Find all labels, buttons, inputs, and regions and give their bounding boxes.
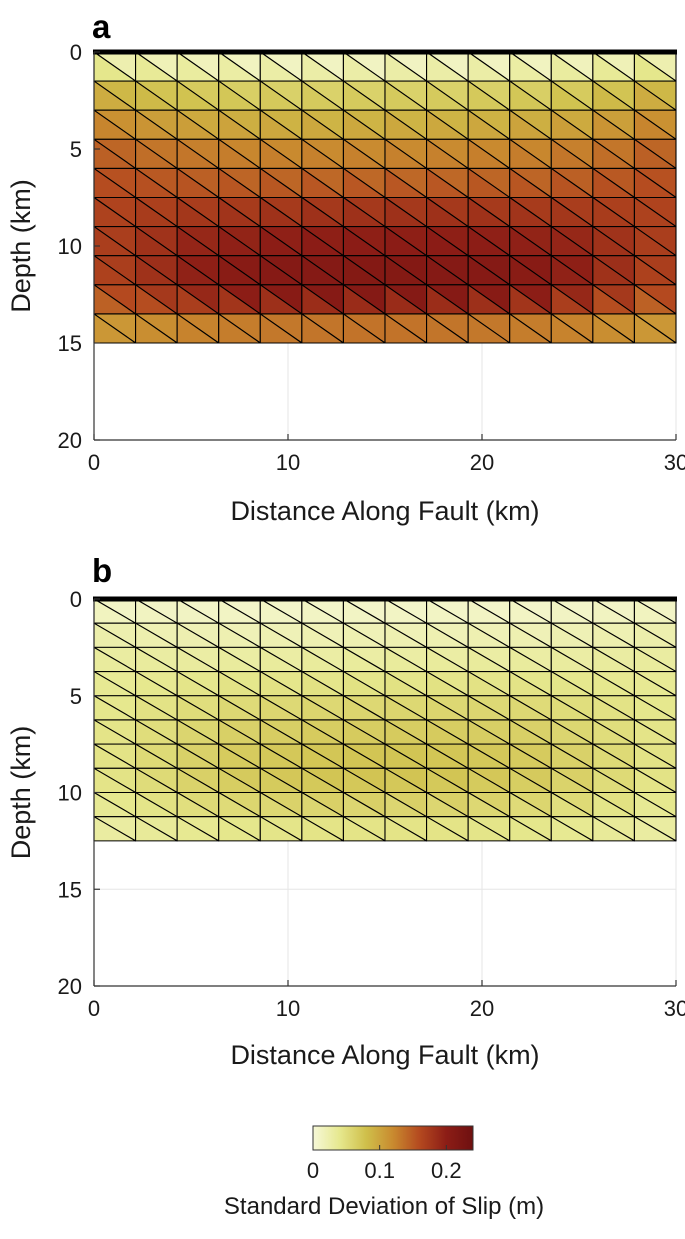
panel-label: b bbox=[92, 552, 112, 589]
fault-patch bbox=[384, 313, 428, 344]
fault-patch bbox=[135, 313, 178, 344]
fault-patch bbox=[259, 313, 303, 344]
colorbar-tick-label: 0 bbox=[307, 1158, 319, 1183]
colorbar: 0 0.1 0.2 Standard Deviation of Slip (m) bbox=[224, 1125, 544, 1220]
x-tick-label: 10 bbox=[276, 450, 300, 475]
fault-patch bbox=[509, 816, 552, 842]
y-tick-label: 0 bbox=[70, 587, 82, 612]
fault-patch bbox=[218, 313, 261, 344]
x-tick-label: 0 bbox=[88, 450, 100, 475]
x-tick-label: 10 bbox=[276, 996, 300, 1021]
y-tick-label: 15 bbox=[58, 331, 82, 356]
fault-patch bbox=[550, 816, 594, 842]
x-tick-label: 20 bbox=[470, 996, 494, 1021]
y-tick-label: 10 bbox=[58, 781, 82, 806]
panel-label: a bbox=[92, 8, 111, 45]
fault-patch bbox=[633, 816, 677, 842]
y-tick-label: 0 bbox=[70, 40, 82, 65]
colorbar-tick-label: 0.2 bbox=[431, 1158, 462, 1183]
fault-patch bbox=[301, 816, 344, 842]
x-tick-label: 20 bbox=[470, 450, 494, 475]
fault-patch bbox=[633, 313, 677, 344]
fault-patch bbox=[509, 313, 552, 344]
fault-patch bbox=[176, 816, 220, 842]
fault-patch bbox=[218, 816, 261, 842]
colorbar-label: Standard Deviation of Slip (m) bbox=[224, 1193, 544, 1220]
fault-patch bbox=[135, 816, 178, 842]
fault-patch bbox=[467, 816, 511, 842]
y-tick-label: 20 bbox=[58, 974, 82, 999]
y-tick-label: 10 bbox=[58, 234, 82, 259]
y-axis-label: Depth (km) bbox=[6, 179, 36, 313]
fault-patch bbox=[467, 313, 511, 344]
y-axis-label: Depth (km) bbox=[6, 726, 36, 860]
fault-patch bbox=[384, 816, 428, 842]
fault-patch bbox=[592, 313, 635, 344]
fault-patch bbox=[426, 816, 469, 842]
x-tick-label: 0 bbox=[88, 996, 100, 1021]
fault-patch bbox=[342, 313, 386, 344]
fault-patch bbox=[259, 816, 303, 842]
fault-patch bbox=[426, 313, 469, 344]
fault-patch bbox=[342, 816, 386, 842]
y-tick-label: 5 bbox=[70, 137, 82, 162]
fault-patch bbox=[592, 816, 635, 842]
y-tick-label: 5 bbox=[70, 684, 82, 709]
fault-patch bbox=[176, 313, 220, 344]
x-axis-label: Distance Along Fault (km) bbox=[230, 496, 539, 526]
y-tick-label: 15 bbox=[58, 877, 82, 902]
panel-a: 0 10 20 30 0 5 10 15 20 Distance Along Fault (km)… bbox=[6, 8, 685, 526]
fault-patch bbox=[550, 313, 594, 344]
colorbar-bar bbox=[312, 1125, 474, 1151]
fault-patch bbox=[301, 313, 344, 344]
x-axis-label: Distance Along Fault (km) bbox=[230, 1040, 539, 1070]
colorbar-tick-label: 0.1 bbox=[364, 1158, 395, 1183]
panel-b: 0 10 20 30 0 5 10 15 20 Distance Along Fault (km)… bbox=[6, 552, 685, 1070]
x-tick-label: 30 bbox=[664, 450, 685, 475]
x-tick-label: 30 bbox=[664, 996, 685, 1021]
y-tick-label: 20 bbox=[58, 428, 82, 453]
